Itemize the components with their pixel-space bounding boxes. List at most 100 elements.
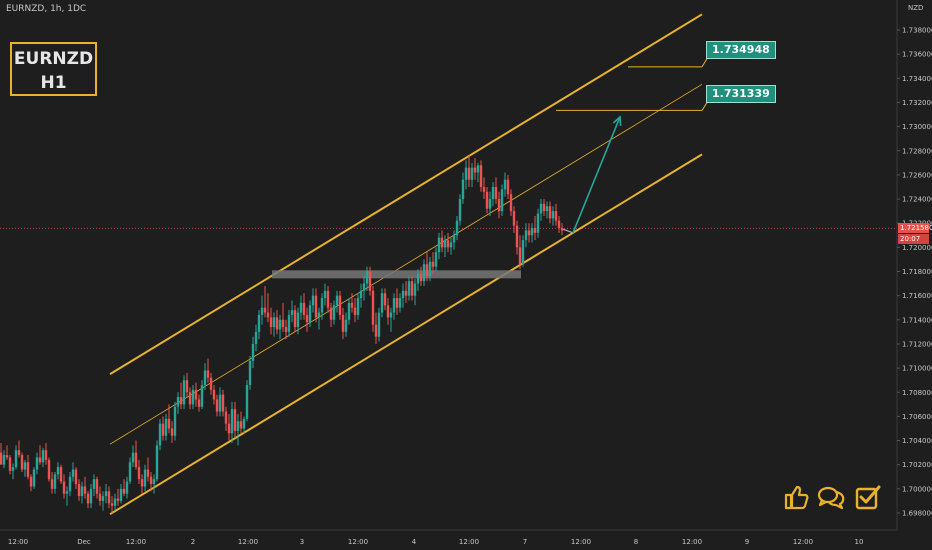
candle-body <box>386 305 390 318</box>
candle <box>341 307 345 340</box>
candle-body <box>251 343 255 361</box>
candle <box>251 336 255 369</box>
candle-body <box>152 479 156 485</box>
candle <box>77 479 81 501</box>
candle-body <box>221 394 225 412</box>
candle-body <box>488 199 492 209</box>
candle <box>107 486 111 509</box>
candle <box>182 375 186 410</box>
candle <box>308 300 312 328</box>
candle <box>338 290 342 320</box>
candle <box>29 474 33 492</box>
candle-body <box>98 493 102 501</box>
candle-body <box>398 298 402 308</box>
candle <box>521 235 525 267</box>
candle <box>374 312 378 344</box>
candle <box>212 385 216 405</box>
candle-body <box>89 488 93 504</box>
candle <box>71 462 75 482</box>
candle-body <box>86 493 90 504</box>
candle-body <box>260 307 264 315</box>
candle-body <box>35 457 39 470</box>
candle <box>386 298 390 325</box>
x-tick-label: 7 <box>523 538 527 546</box>
candle <box>467 155 471 187</box>
candle <box>53 471 57 494</box>
candle-body <box>74 469 78 485</box>
candle-body <box>410 281 414 296</box>
candle-body <box>62 481 66 494</box>
candle-body <box>395 298 399 308</box>
candle <box>362 276 366 301</box>
x-tick-label: 3 <box>300 538 304 546</box>
channel-upper-line <box>109 13 703 375</box>
candle <box>158 418 162 451</box>
candle <box>518 235 522 270</box>
candle-body <box>110 503 114 506</box>
candle <box>326 285 330 313</box>
candle-body <box>413 283 417 296</box>
candle-body <box>104 491 108 497</box>
candle <box>44 442 48 465</box>
comments-icon[interactable] <box>816 484 846 512</box>
candle-body <box>20 455 24 470</box>
candle <box>56 462 60 480</box>
candle-body <box>236 421 240 431</box>
candle <box>530 223 534 243</box>
y-tick-label: 1.724000 <box>902 196 932 204</box>
candle <box>116 488 120 506</box>
candle <box>545 201 549 219</box>
candle <box>536 208 540 238</box>
candle <box>392 293 396 320</box>
candle-body <box>278 319 282 330</box>
candle <box>59 464 63 485</box>
candle-body <box>266 312 270 318</box>
checkbox-icon[interactable] <box>854 483 882 511</box>
candle-body <box>95 479 99 494</box>
candle-body <box>200 385 204 407</box>
candle <box>311 288 315 313</box>
candle <box>92 474 96 497</box>
candle <box>479 160 483 192</box>
candle-body <box>308 305 312 323</box>
candle <box>62 474 66 499</box>
candle <box>245 380 249 422</box>
candle <box>470 162 474 187</box>
candle-body <box>497 199 501 212</box>
candle-body <box>557 220 561 229</box>
candle <box>65 486 69 506</box>
candle <box>404 281 408 303</box>
resistance-zone <box>272 270 521 279</box>
candle-body <box>509 194 513 212</box>
projection-arrow <box>562 115 622 234</box>
candle <box>101 491 105 511</box>
candle-body <box>407 281 411 296</box>
candle <box>173 401 177 441</box>
candle <box>41 447 45 468</box>
candle <box>200 380 204 410</box>
candle-body <box>347 302 351 320</box>
y-tick-label: 1.710000 <box>902 365 932 373</box>
candle <box>170 421 174 443</box>
candle-body <box>119 488 123 501</box>
candle-body <box>71 469 75 477</box>
candle-body <box>92 479 96 489</box>
x-tick-label: 12:00 <box>459 538 479 546</box>
candle-body <box>455 220 459 236</box>
candle-body <box>212 389 216 400</box>
candle <box>551 206 555 226</box>
thumbs-up-icon[interactable] <box>782 483 810 511</box>
candle-body <box>317 312 321 318</box>
candle-body <box>53 474 57 489</box>
candle <box>482 177 486 200</box>
x-tick-label: 10 <box>855 538 864 546</box>
candle <box>449 237 453 255</box>
y-tick-label: 1.706000 <box>902 413 932 421</box>
candle-body <box>143 469 147 487</box>
x-tick-label: Dec <box>77 538 91 546</box>
target-label-2: 1.731339 <box>706 85 776 103</box>
candle <box>464 160 468 190</box>
candle <box>428 257 432 282</box>
candle-body <box>113 498 117 506</box>
